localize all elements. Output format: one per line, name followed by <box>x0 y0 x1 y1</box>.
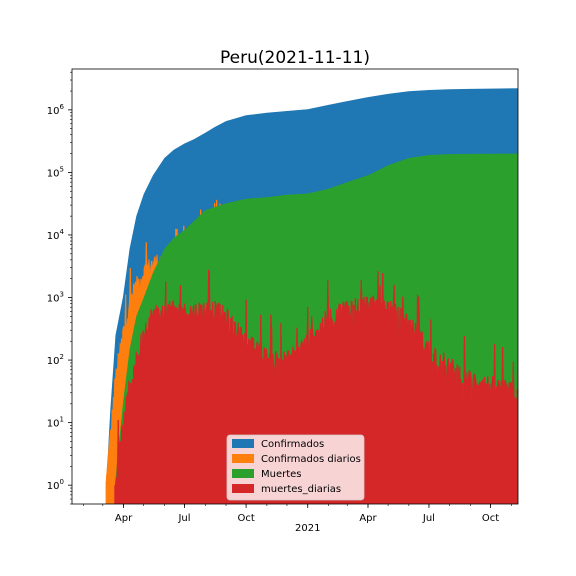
x-tick-label: Jul <box>177 513 190 524</box>
legend-swatch <box>232 439 254 448</box>
plot-frame <box>71 68 519 505</box>
series-bars-muertes-diarias <box>114 269 518 504</box>
y-tick-label: 102 <box>47 353 64 367</box>
x-tick-label: 2021 <box>295 523 320 534</box>
legend-swatch <box>232 484 254 493</box>
y-tick-label: 100 <box>47 478 64 492</box>
y-tick-label: 104 <box>47 228 65 242</box>
legend-label: Muertes <box>261 469 302 480</box>
legend: Confirmados Confirmados diarios Muertes mue… <box>226 434 365 501</box>
y-tick-label: 105 <box>47 165 64 179</box>
legend-label: Confirmados <box>261 439 324 450</box>
chart-title: Peru(2021-11-11) <box>220 48 370 68</box>
x-axis: Apr Jul Oct 2021 Apr Jul Oct <box>83 504 512 534</box>
x-tick-label: Oct <box>237 513 254 524</box>
y-tick-label: 101 <box>47 416 64 430</box>
legend-box <box>226 434 365 501</box>
y-axis: 100 101 102 103 104 105 106 <box>47 71 72 505</box>
series-layer <box>105 88 518 504</box>
legend-label: Confirmados diarios <box>261 454 361 465</box>
x-tick-label: Jul <box>422 513 435 524</box>
x-tick-label: Oct <box>482 513 499 524</box>
legend-swatch <box>232 469 254 478</box>
x-tick-label: Apr <box>115 513 133 524</box>
x-tick-label: Apr <box>359 513 377 524</box>
y-tick-label: 103 <box>47 291 64 305</box>
y-tick-label: 106 <box>47 103 65 117</box>
plot-area <box>72 69 518 504</box>
legend-swatch <box>232 454 254 463</box>
legend-label: muertes_diarias <box>261 484 341 495</box>
